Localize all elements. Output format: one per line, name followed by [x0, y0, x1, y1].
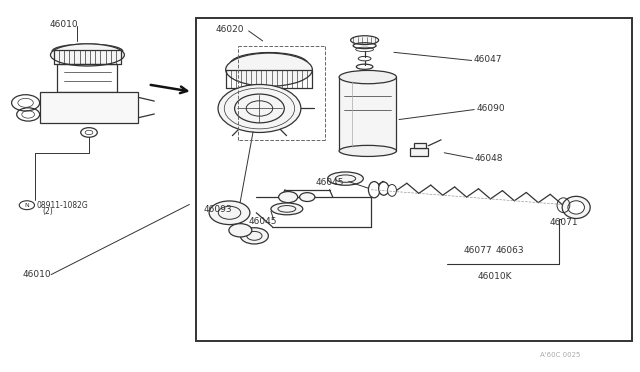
- Text: 46090: 46090: [476, 104, 505, 113]
- Text: 46045: 46045: [248, 217, 277, 225]
- Bar: [410, 148, 428, 157]
- Text: 46010K: 46010K: [478, 272, 513, 281]
- Ellipse shape: [328, 172, 364, 185]
- Ellipse shape: [271, 203, 303, 215]
- Text: A'60C 0025: A'60C 0025: [540, 352, 580, 358]
- Text: 46010: 46010: [49, 20, 78, 29]
- Ellipse shape: [568, 201, 584, 214]
- Text: 46010: 46010: [22, 270, 51, 279]
- Text: N: N: [24, 203, 29, 208]
- Ellipse shape: [226, 53, 312, 86]
- Ellipse shape: [369, 182, 380, 198]
- Circle shape: [229, 224, 252, 237]
- Bar: [58, 64, 117, 92]
- Bar: [40, 92, 138, 123]
- Circle shape: [300, 193, 315, 202]
- Text: 46077: 46077: [464, 246, 493, 255]
- Ellipse shape: [388, 185, 396, 196]
- Text: 46071: 46071: [550, 218, 578, 227]
- Bar: [414, 143, 426, 148]
- Text: 46093: 46093: [204, 205, 233, 215]
- Text: 46063: 46063: [495, 246, 524, 255]
- Bar: [339, 77, 396, 151]
- Circle shape: [209, 201, 250, 225]
- Circle shape: [278, 192, 298, 203]
- Text: 46020: 46020: [216, 25, 244, 33]
- Text: 08911-1082G: 08911-1082G: [36, 201, 88, 210]
- Text: 46045: 46045: [316, 178, 344, 187]
- Text: (2): (2): [43, 207, 54, 217]
- Bar: [196, 18, 632, 341]
- Text: 46047: 46047: [474, 55, 502, 64]
- Ellipse shape: [51, 44, 124, 66]
- Circle shape: [218, 84, 301, 132]
- Text: 46048: 46048: [474, 154, 502, 163]
- Circle shape: [241, 228, 268, 244]
- Ellipse shape: [351, 36, 379, 45]
- Ellipse shape: [339, 145, 396, 157]
- Ellipse shape: [339, 70, 396, 84]
- Ellipse shape: [379, 182, 389, 195]
- Ellipse shape: [562, 196, 590, 218]
